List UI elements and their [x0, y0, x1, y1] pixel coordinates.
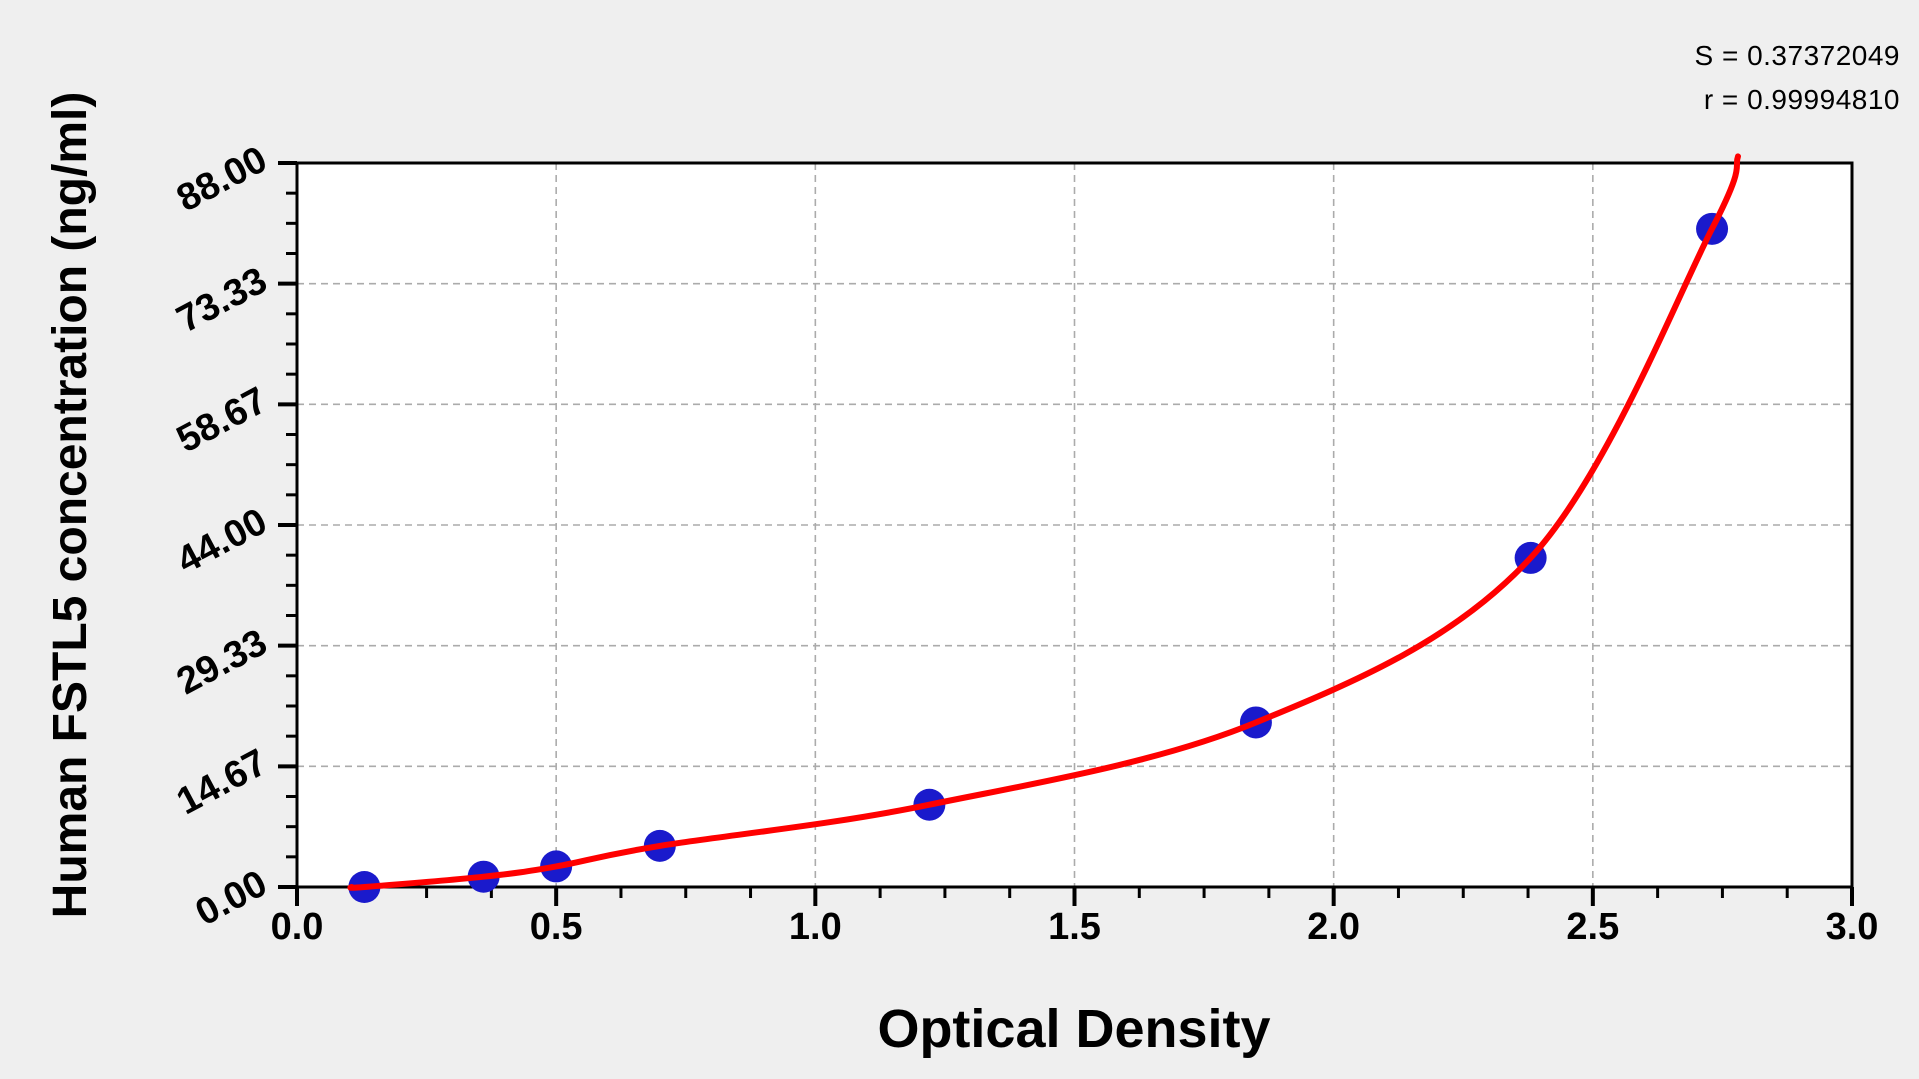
- x-tick-label: 3.0: [1825, 906, 1879, 948]
- major-ticks: [278, 161, 1854, 906]
- gridlines: [297, 163, 1852, 887]
- x-tick-label: 0.0: [270, 906, 324, 948]
- x-axis-title: Optical Density: [877, 999, 1271, 1059]
- y-axis-title: Human FSTL5 concentration (ng/ml): [44, 91, 97, 919]
- fit-stat-r: r = 0.99994810: [1703, 84, 1900, 115]
- x-tick-label: 2.0: [1307, 906, 1361, 948]
- fit-stat-s: S = 0.37372049: [1694, 40, 1900, 71]
- x-tick-label: 1.5: [1048, 906, 1101, 948]
- fit-statistics: S = 0.37372049 r = 0.99994810: [1694, 34, 1900, 122]
- x-tick-label: 1.0: [788, 906, 842, 948]
- plot-border: [295, 161, 1854, 889]
- x-tick-label: 0.5: [529, 906, 583, 948]
- fit-curve: [347, 153, 1741, 891]
- x-tick-label: 2.5: [1566, 906, 1620, 948]
